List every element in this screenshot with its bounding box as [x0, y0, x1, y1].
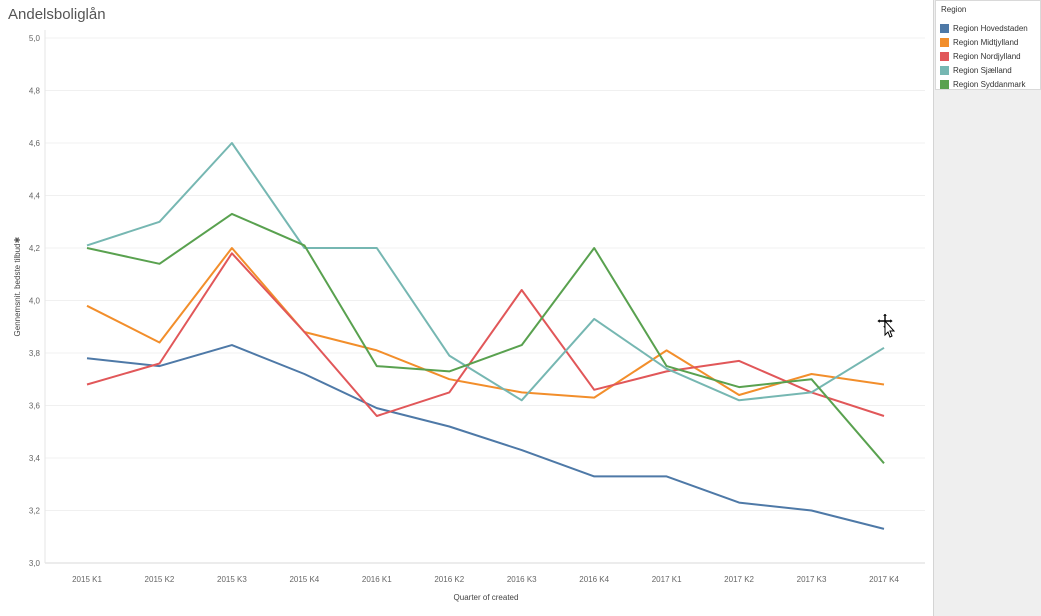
legend-swatch — [940, 37, 949, 47]
legend-label: Region Syddanmark — [953, 79, 1026, 89]
series-line — [86, 212, 885, 464]
move-cursor-icon — [876, 312, 896, 338]
x-tick-label: 2016 K2 — [434, 575, 464, 584]
y-tick-label: 3,8 — [29, 349, 41, 358]
series-line — [86, 344, 885, 530]
y-tick-label: 3,2 — [29, 507, 41, 516]
y-tick-label: 4,6 — [29, 139, 41, 148]
legend-label: Region Hovedstaden — [953, 23, 1028, 33]
legend-item[interactable]: Region Midtjylland — [940, 36, 1018, 48]
y-tick-label: 5,0 — [29, 34, 41, 43]
y-axis-title: Gennemsnit. bedste tilbud — [13, 244, 22, 337]
legend[interactable]: Region Region Hovedstaden Region Midtjyll… — [935, 0, 1041, 90]
x-tick-label: 2015 K1 — [72, 575, 102, 584]
x-tick-label: 2017 K1 — [652, 575, 682, 584]
line-chart: 3,0 3,2 3,4 3,6 3,8 4,0 4,2 4,4 4,6 4,8 5,0 2015 K1… — [13, 30, 925, 602]
x-tick-label: 2016 K4 — [579, 575, 609, 584]
chart-title: Andelsboliglån — [8, 6, 106, 23]
y-tick-label: 4,2 — [29, 244, 41, 253]
x-tick-label: 2015 K4 — [289, 575, 319, 584]
x-tick-label: 2016 K3 — [507, 575, 537, 584]
x-tick-label: 2017 K2 — [724, 575, 754, 584]
x-tick-label: 2015 K2 — [145, 575, 175, 584]
y-tick-label: 3,0 — [29, 559, 41, 568]
legend-item[interactable]: Region Sjælland — [940, 64, 1012, 76]
legend-label: Region Midtjylland — [953, 37, 1019, 47]
x-axis-title: Quarter of created — [454, 593, 519, 602]
legend-title: Region — [941, 5, 967, 14]
y-tick-label: 3,6 — [29, 402, 41, 411]
y-tick-label: 4,0 — [29, 297, 41, 306]
legend-item[interactable]: Region Syddanmark — [940, 78, 1025, 90]
legend-label: Region Sjælland — [953, 65, 1012, 75]
legend-swatch — [940, 23, 949, 33]
x-tick-label: 2017 K4 — [869, 575, 899, 584]
legend-item[interactable]: Region Hovedstaden — [940, 22, 1028, 34]
y-tick-label: 3,4 — [29, 454, 41, 463]
legend-item[interactable]: Region Nordjylland — [940, 50, 1021, 62]
legend-swatch — [940, 65, 949, 75]
legend-swatch — [940, 79, 949, 89]
series-line — [86, 142, 885, 402]
x-tick-label: 2017 K3 — [797, 575, 827, 584]
pin-icon: ✱ — [13, 236, 22, 243]
y-tick-label: 4,4 — [29, 192, 41, 201]
legend-panel — [933, 0, 1041, 616]
x-tick-label: 2015 K3 — [217, 575, 247, 584]
legend-label: Region Nordjylland — [953, 51, 1021, 61]
legend-swatch — [940, 51, 949, 61]
y-tick-label: 4,8 — [29, 87, 41, 96]
series-line — [86, 247, 885, 399]
series-line — [86, 252, 885, 417]
x-tick-label: 2016 K1 — [362, 575, 392, 584]
